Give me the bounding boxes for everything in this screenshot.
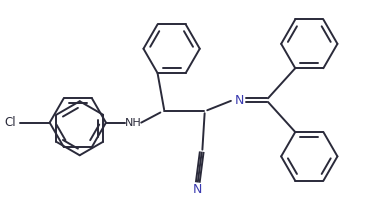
- Text: N: N: [193, 183, 202, 196]
- Text: Cl: Cl: [5, 116, 16, 129]
- Text: NH: NH: [124, 118, 141, 128]
- Text: N: N: [234, 94, 244, 107]
